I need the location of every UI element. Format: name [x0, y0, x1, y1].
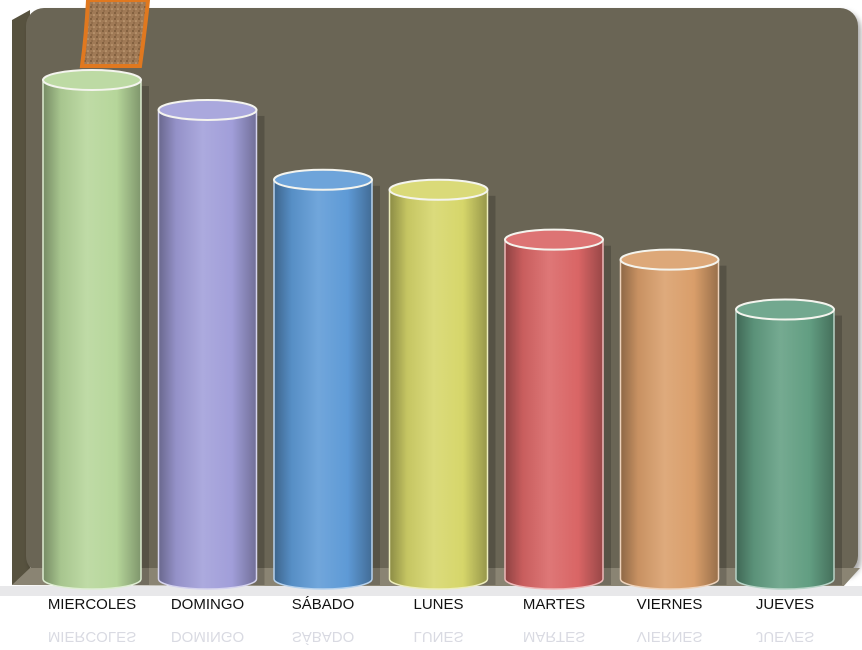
bar-top	[42, 69, 142, 91]
bar-sabado	[273, 168, 380, 590]
x-tick-label-reflection: MIERCOLES	[48, 628, 136, 645]
bars-group	[42, 69, 842, 590]
bar-domingo	[157, 98, 265, 590]
chart-side-wall	[12, 10, 30, 585]
bar-martes	[504, 228, 611, 590]
x-tick-label: JUEVES	[756, 596, 814, 613]
x-tick-label: LUNES	[413, 596, 463, 613]
chart-base-band	[0, 586, 862, 596]
bar-body	[735, 308, 835, 590]
bar-top	[273, 168, 373, 191]
bar-top	[388, 178, 489, 201]
x-tick-label: DOMINGO	[171, 596, 244, 613]
x-tick-label: SÁBADO	[292, 596, 355, 613]
x-tick-label: MIERCOLES	[48, 596, 136, 613]
bar-viernes	[619, 248, 727, 590]
cork-texture-tab	[79, 0, 151, 68]
x-axis-labels: MIERCOLES DOMINGO SÁBADO LUNES MARTES VIERNES…	[48, 596, 814, 613]
x-tick-label-reflection: JUEVES	[756, 628, 814, 645]
x-tick-label: VIERNES	[637, 596, 703, 613]
bar-body	[157, 109, 258, 590]
bar-body	[42, 79, 142, 590]
bar-top	[157, 98, 258, 121]
x-tick-label: MARTES	[523, 596, 585, 613]
x-tick-label-reflection: LUNES	[413, 628, 463, 645]
x-tick-label-reflection: MARTES	[523, 628, 585, 645]
bar-top	[504, 228, 604, 251]
x-tick-label-reflection: VIERNES	[637, 628, 703, 645]
x-axis-label-reflections: MIERCOLES DOMINGO SÁBADO LUNES MARTES VIERNES…	[48, 628, 814, 645]
bar-body	[619, 258, 720, 590]
bar-body	[388, 189, 489, 590]
bar-body	[273, 179, 373, 590]
bar-top	[735, 298, 835, 321]
x-tick-label-reflection: DOMINGO	[171, 628, 244, 645]
bar-jueves	[735, 298, 842, 590]
x-tick-label-reflection: SÁBADO	[292, 628, 355, 645]
bar-top	[619, 248, 720, 271]
bar-body	[504, 238, 604, 590]
bar-lunes	[388, 178, 496, 590]
bar-miercoles	[42, 69, 149, 590]
